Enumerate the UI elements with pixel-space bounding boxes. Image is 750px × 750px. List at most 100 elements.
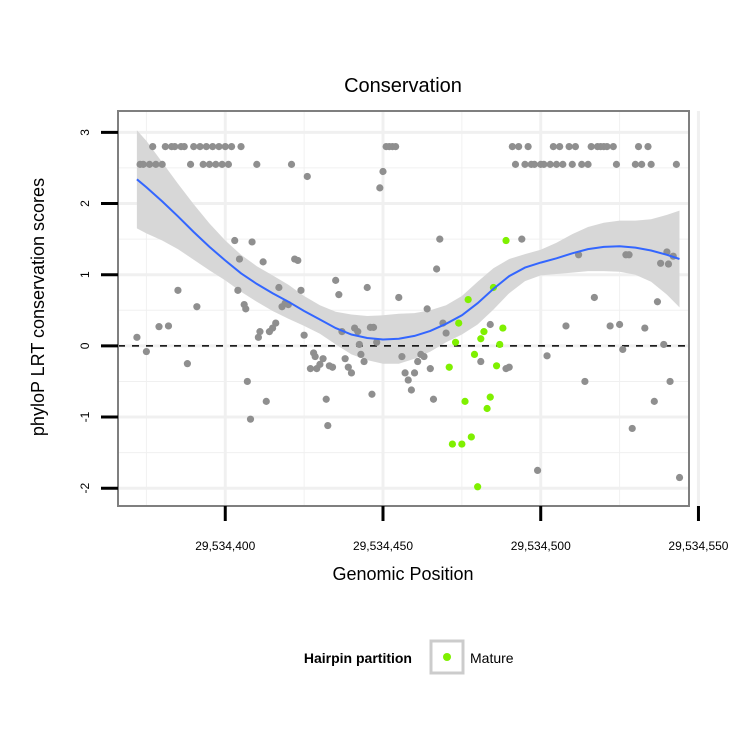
x-tick-label-1: 29,534,450: [353, 539, 413, 553]
background-point-47: [272, 319, 280, 327]
legend-title: Hairpin partition: [304, 650, 412, 666]
background-point-18: [190, 142, 198, 151]
background-point-120: [540, 160, 548, 168]
background-point-128: [565, 142, 573, 151]
y-tick-label-0: -2: [78, 483, 92, 494]
background-point-144: [616, 320, 624, 329]
background-point-111: [511, 160, 520, 168]
legend-mature-icon: [443, 653, 451, 661]
background-point-73: [347, 369, 356, 377]
background-point-92: [401, 369, 409, 377]
background-point-153: [644, 142, 652, 151]
background-point-122: [546, 160, 554, 168]
background-point-164: [675, 473, 684, 482]
background-point-107: [486, 320, 494, 329]
background-point-135: [587, 142, 595, 151]
mature-point-7: [467, 433, 475, 441]
background-point-106: [477, 357, 485, 366]
background-point-158: [660, 340, 668, 349]
mature-point-5: [461, 397, 469, 405]
background-point-100: [426, 365, 434, 373]
background-point-64: [322, 395, 330, 403]
background-point-57: [303, 172, 311, 181]
background-point-3: [142, 347, 150, 356]
background-point-19: [193, 303, 201, 311]
x-axis-layer: 29,534,400 29,534,450 29,534,500 29,534,550: [195, 506, 729, 553]
mature-point-1: [448, 440, 456, 448]
background-point-117: [530, 160, 539, 168]
mature-point-18: [502, 236, 510, 245]
mature-point-0: [445, 363, 453, 371]
background-point-36: [242, 305, 250, 313]
background-point-161: [666, 377, 674, 386]
mature-point-6: [464, 296, 472, 304]
background-point-58: [306, 365, 315, 373]
background-point-105: [442, 329, 450, 337]
background-point-132: [578, 160, 586, 168]
background-point-21: [199, 160, 207, 168]
background-point-83: [373, 338, 381, 346]
mature-point-10: [477, 335, 485, 343]
background-point-109: [505, 363, 513, 371]
y-tick-label-2: 0: [78, 342, 92, 349]
mature-point-8: [470, 350, 479, 359]
legend-entry-mature: Mature: [470, 650, 514, 666]
background-point-145: [619, 345, 627, 354]
background-point-126: [559, 160, 567, 168]
background-point-81: [368, 390, 376, 398]
y-tick-label-3: 1: [78, 271, 92, 278]
background-point-25: [212, 160, 220, 168]
background-point-155: [650, 397, 658, 405]
background-point-6: [152, 160, 160, 168]
background-point-129: [568, 160, 576, 168]
background-point-24: [209, 142, 217, 151]
mature-point-16: [496, 340, 504, 349]
background-point-118: [533, 466, 542, 475]
background-point-133: [581, 377, 589, 386]
background-point-12: [171, 142, 179, 151]
background-point-37: [243, 377, 251, 386]
background-point-95: [410, 369, 419, 377]
background-point-82: [369, 323, 378, 331]
background-point-22: [202, 142, 210, 151]
background-point-56: [300, 331, 308, 339]
y-axis-layer: -2 -1 0 1 2 3: [78, 129, 118, 494]
background-point-90: [395, 293, 403, 302]
background-point-54: [294, 256, 302, 265]
background-point-89: [392, 142, 400, 151]
background-point-125: [556, 142, 564, 151]
background-point-115: [524, 142, 532, 151]
mature-point-13: [486, 393, 494, 401]
background-point-20: [196, 142, 204, 151]
plot-panel-border: [117, 110, 690, 507]
background-point-102: [433, 265, 441, 273]
background-point-2: [139, 160, 147, 168]
background-point-26: [215, 142, 223, 151]
background-point-84: [376, 184, 384, 192]
mature-point-12: [483, 404, 491, 413]
confidence-band-layer: [136, 130, 680, 364]
background-point-150: [634, 142, 643, 151]
chart-title: Conservation: [344, 75, 462, 97]
background-point-160: [664, 260, 673, 268]
background-point-127: [562, 322, 570, 330]
background-point-27: [218, 160, 226, 168]
smooth-line-layer: [136, 178, 680, 341]
mature-point-15: [492, 362, 501, 370]
background-point-0: [133, 333, 141, 341]
background-point-43: [259, 258, 267, 266]
confidence-band: [136, 130, 680, 364]
background-point-5: [149, 142, 157, 151]
background-point-157: [657, 259, 665, 267]
y-axis-title: phyloP LRT conservation scores: [28, 178, 48, 436]
background-point-113: [518, 235, 526, 243]
background-point-77: [357, 350, 365, 359]
background-point-154: [647, 160, 655, 168]
mature-point-9: [474, 483, 482, 491]
y-tick-label-1: -1: [78, 411, 92, 422]
background-point-99: [423, 305, 431, 313]
background-point-103: [436, 235, 444, 243]
background-point-42: [256, 328, 264, 336]
